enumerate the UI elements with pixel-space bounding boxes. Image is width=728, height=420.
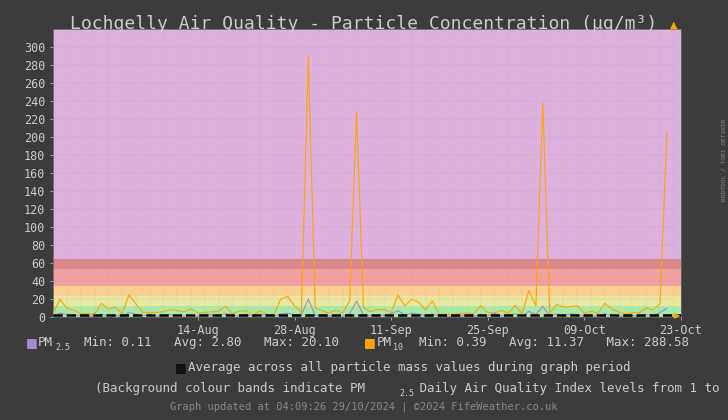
Text: (Background colour bands indicate PM: (Background colour bands indicate PM [95,382,365,395]
Text: 10: 10 [393,343,403,352]
Text: 2.5: 2.5 [55,343,71,352]
Text: Average across all particle mass values during graph period: Average across all particle mass values … [188,361,630,374]
Bar [53,259,681,270]
Text: RRDTOOL / TOBI OETIKER: RRDTOOL / TOBI OETIKER [721,118,727,201]
Text: ▶: ▶ [674,311,680,320]
Text: PM: PM [376,336,392,349]
Text: ■: ■ [25,336,37,349]
Bar [53,29,681,259]
Bar [53,296,681,306]
Text: ■: ■ [364,336,376,349]
Text: 2.5: 2.5 [399,389,414,398]
Text: Min: 0.39   Avg: 11.37   Max: 288.58: Min: 0.39 Avg: 11.37 Max: 288.58 [404,336,689,349]
Text: ▲: ▲ [670,19,678,29]
Bar [53,306,681,317]
Text: ■: ■ [175,361,186,374]
Text: Daily Air Quality Index levels from 1 to 10): Daily Air Quality Index levels from 1 to… [412,382,728,395]
Bar [53,270,681,286]
Text: Min: 0.11   Avg: 2.80   Max: 20.10: Min: 0.11 Avg: 2.80 Max: 20.10 [69,336,339,349]
Text: PM: PM [38,336,53,349]
Text: Lochgelly Air Quality - Particle Concentration (μg/m³): Lochgelly Air Quality - Particle Concent… [71,15,657,33]
Bar [53,286,681,296]
Text: Graph updated at 04:09:26 29/10/2024 | ©2024 FifeWeather.co.uk: Graph updated at 04:09:26 29/10/2024 | ©… [170,402,558,412]
